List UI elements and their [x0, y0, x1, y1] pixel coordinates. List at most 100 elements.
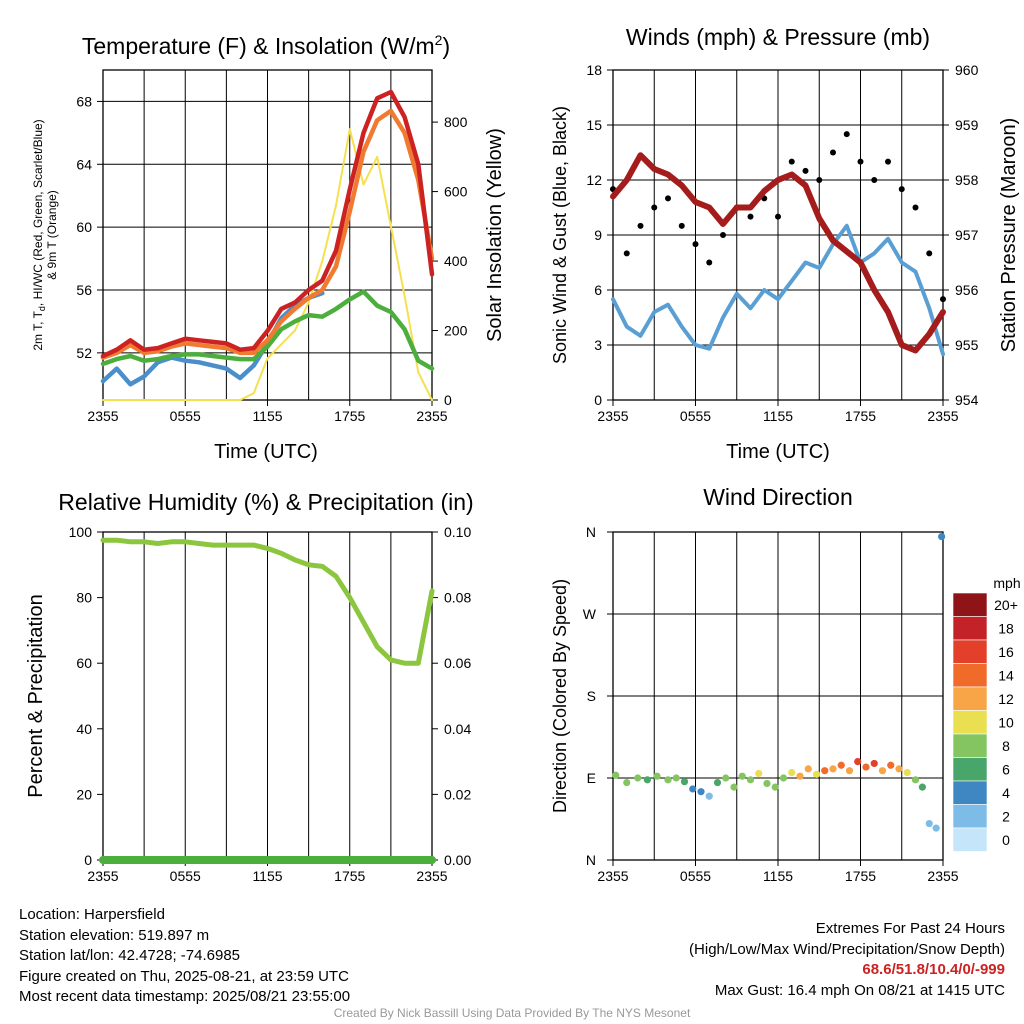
legend-label: 16 [998, 644, 1014, 660]
direction-point [862, 763, 870, 771]
direction-point [713, 778, 722, 787]
y-tick-label: 52 [76, 345, 92, 361]
y2-tick-label: 0.00 [444, 852, 471, 868]
dewpoint-series-line [100, 289, 435, 371]
direction-point [623, 778, 631, 787]
y-tick-label: 12 [586, 172, 602, 188]
y2-tick-label: 0.10 [444, 524, 471, 540]
x-tick-label: 0555 [170, 868, 201, 884]
rh-series-line [100, 537, 435, 666]
wind-panel-title: Winds (mph) & Pressure (mb) [626, 24, 930, 50]
station-location: Location: Harpersfield [19, 906, 165, 923]
extremes-values: 68.6/51.8/10.4/0/-999 [862, 961, 1005, 978]
speed-legend: 20+ 18 16 14 12 10 8 6 4 2 0 [952, 592, 1018, 852]
direction-point [932, 824, 940, 832]
windchill-series-line [100, 290, 325, 387]
station-elevation: Station elevation: 519.897 m [19, 926, 210, 944]
gust-point [926, 250, 933, 257]
gust-point [637, 222, 644, 229]
x-tick-label: 0555 [680, 408, 711, 424]
x-tick-label: 2355 [927, 408, 958, 424]
legend-label: 10 [998, 714, 1014, 730]
y2-tick-label: 600 [444, 184, 468, 200]
legend-label: 8 [1002, 738, 1010, 754]
x-tick-label: 2355 [597, 868, 628, 884]
y2-tick-label: 400 [444, 253, 468, 269]
max-gust: Max Gust: 16.4 mph On 08/21 at 1415 UTC [714, 981, 1005, 999]
y-tick-label: 80 [76, 590, 92, 606]
extremes-subtitle: (High/Low/Max Wind/Precipitation/Snow De… [689, 940, 1005, 958]
temp-panel-title: Temperature (F) & Insolation (W/m2) [82, 32, 450, 59]
legend-label: 4 [1002, 785, 1010, 801]
wind-xlabel: Time (UTC) [726, 441, 830, 463]
direction-point [689, 785, 697, 793]
y-tick-label: 100 [69, 524, 93, 540]
direction-point [870, 759, 878, 768]
x-tick-label: 1155 [252, 408, 282, 424]
temp-ylabel-right: Solar Insolation (Yellow) [484, 128, 506, 342]
direction-point [837, 761, 845, 769]
wind-ylabel-right: Station Pressure (Maroon) [998, 118, 1020, 353]
legend-swatch [952, 827, 988, 852]
y-tick-label: 68 [76, 93, 92, 109]
wind-series-line [611, 223, 945, 357]
x-tick-label: 0555 [170, 408, 201, 424]
gust-point [885, 158, 891, 165]
x-tick-label: 2355 [927, 868, 958, 884]
y-tick-label: N [586, 852, 596, 868]
x-tick-label: 2355 [416, 868, 447, 884]
gust-point [678, 222, 685, 229]
y-tick-label: W [583, 606, 597, 622]
y-tick-label: 0 [594, 392, 602, 408]
rh-panel-title: Relative Humidity (%) & Precipitation (i… [58, 489, 473, 515]
y2-tick-label: 960 [955, 62, 979, 78]
legend-swatch [952, 710, 988, 735]
extremes-info: Extremes For Past 24 Hours (High/Low/Max… [689, 919, 1005, 1001]
x-tick-label: 1155 [763, 408, 793, 424]
direction-point [755, 769, 763, 778]
gust-point [706, 259, 713, 266]
legend-title: mph [993, 575, 1020, 591]
direction-point [746, 776, 755, 784]
legend-label: 6 [1002, 761, 1010, 777]
direction-point [887, 761, 895, 769]
direction-point [653, 772, 661, 780]
direction-point [804, 765, 812, 773]
direction-point [705, 792, 713, 800]
direction-point [911, 776, 920, 784]
y2-tick-label: 959 [955, 117, 979, 133]
y2-tick-label: 200 [444, 323, 468, 339]
extremes-title: Extremes For Past 24 Hours [815, 920, 1005, 937]
legend-swatch [952, 804, 988, 829]
direction-point [779, 774, 788, 782]
legend-label: 12 [998, 691, 1014, 707]
gust-point [788, 158, 795, 165]
y-tick-label: 56 [76, 282, 92, 298]
y-tick-label: S [587, 688, 596, 704]
direction-point [854, 758, 862, 766]
gust-point [830, 149, 836, 156]
y-tick-label: 18 [586, 62, 602, 78]
legend-label: 2 [1002, 808, 1010, 824]
direction-point [738, 772, 746, 780]
temp-ylabel-line2: & 9m T (Orange) [45, 190, 59, 280]
direction-point [821, 767, 829, 775]
x-tick-label: 1155 [763, 868, 793, 884]
y-tick-label: 9 [594, 227, 602, 243]
x-tick-label: 1755 [334, 868, 365, 884]
x-tick-label: 2355 [597, 408, 628, 424]
pressure-series-line [610, 152, 946, 354]
gust-point [623, 250, 630, 257]
y2-tick-label: 0 [444, 392, 452, 408]
direction-point [895, 765, 903, 773]
y2-tick-label: 0.04 [444, 721, 471, 737]
rh-plot: 0 20 40 60 80 100 0.00 0.02 0.04 0.06 0.08 0.10 2355… [69, 524, 472, 884]
x-tick-label: 2355 [87, 868, 118, 884]
y-tick-label: 20 [76, 786, 92, 802]
temp-xlabel: Time (UTC) [214, 441, 318, 463]
y2-tick-label: 957 [955, 227, 979, 243]
x-tick-label: 1755 [334, 408, 365, 424]
y-tick-label: 0 [84, 852, 92, 868]
legend-swatch [952, 663, 988, 688]
